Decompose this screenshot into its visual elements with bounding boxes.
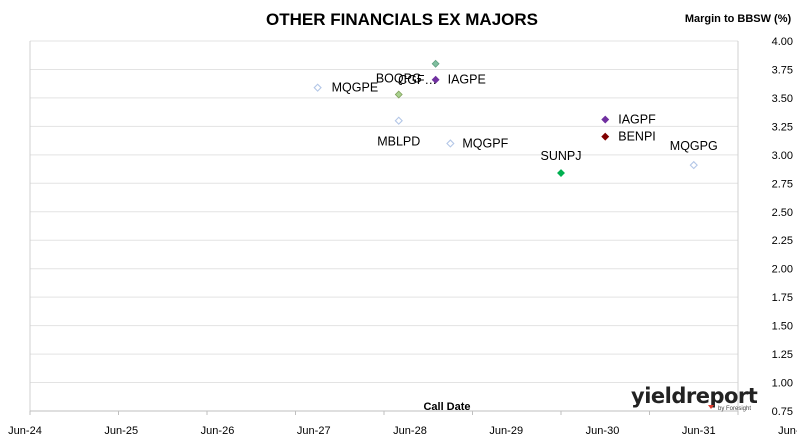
- x-tick-label: Jun-29: [489, 425, 523, 437]
- y-axis-label: Margin to BBSW (%): [685, 13, 792, 25]
- data-point-mqgpe: [313, 83, 322, 92]
- y-tick-label: 3.25: [772, 121, 793, 133]
- x-tick-label: Jun-28: [393, 425, 427, 437]
- data-points: [313, 59, 698, 178]
- x-tick-label: Jun-25: [104, 425, 138, 437]
- data-label-sunpj: SUNPJ: [541, 149, 582, 163]
- y-tick-label: 2.50: [772, 207, 793, 219]
- y-tick-label: 3.00: [772, 150, 793, 162]
- data-point-iagpf: [601, 115, 610, 124]
- y-tick-label: 1.50: [772, 321, 793, 333]
- x-tick-label: Jun-26: [201, 425, 235, 437]
- y-tick-label: 2.00: [772, 264, 793, 276]
- data-point-iagpe: [431, 75, 440, 84]
- y-tick-label: 4.00: [772, 36, 793, 48]
- y-tick-label: 1.00: [772, 378, 793, 390]
- y-axis-tick-labels: 0.75 1.00 1.25 1.50 1.75 2.00 2.25 2.50 2.75 3.00…: [772, 36, 793, 418]
- y-tick-label: 1.75: [772, 292, 793, 304]
- logo-accent-icon: [708, 405, 714, 409]
- y-tick-label: 0.75: [772, 406, 793, 418]
- axes: [29, 41, 739, 415]
- x-tick-label: Jun-27: [297, 425, 331, 437]
- data-point-cgf: [431, 59, 440, 68]
- data-point-mqgpf: [446, 139, 455, 148]
- x-tick-label: Jun-32: [778, 425, 797, 437]
- x-axis-tick-labels: Jun-24 Jun-25 Jun-26 Jun-27 Jun-28 Jun-29 Jun-…: [8, 425, 797, 437]
- y-tick-label: 3.75: [772, 64, 793, 76]
- data-point-sunpj: [557, 169, 565, 178]
- data-label-mqgpf: MQGPF: [462, 136, 508, 150]
- data-point-mqgpg: [689, 160, 698, 170]
- data-point-mblpd: [394, 116, 403, 125]
- y-tick-label: 2.75: [772, 178, 793, 190]
- yieldreport-logo: yieldreport by Foresight: [631, 384, 758, 412]
- chart-title: OTHER FINANCIALS EX MAJORS: [266, 10, 538, 29]
- grid-lines: [30, 40, 738, 384]
- data-label-benpi: BENPI: [618, 130, 656, 144]
- y-tick-label: 2.25: [772, 235, 793, 247]
- data-label-cgf: CGF…: [398, 73, 437, 87]
- logo-wordmark: yieldreport: [631, 384, 758, 408]
- data-point-boqpg: [394, 90, 403, 99]
- x-tick-label: Jun-30: [586, 425, 620, 437]
- data-label-iagpf: IAGPF: [618, 113, 656, 127]
- y-tick-label: 3.50: [772, 93, 793, 105]
- data-label-mqgpg: MQGPG: [670, 139, 718, 153]
- logo-byline: by Foresight: [718, 406, 751, 412]
- x-tick-label: Jun-31: [682, 425, 716, 437]
- data-label-boqpg: BOQPG: [376, 72, 422, 86]
- data-label-mqgpe: MQGPE: [332, 81, 379, 95]
- data-label-mblpd: MBLPD: [377, 135, 420, 149]
- y-tick-label: 1.25: [772, 349, 793, 361]
- x-tick-label: Jun-24: [8, 425, 42, 437]
- data-label-iagpe: IAGPE: [448, 73, 486, 87]
- data-point-benpi: [601, 132, 610, 141]
- x-axis-label: Call Date: [423, 401, 470, 413]
